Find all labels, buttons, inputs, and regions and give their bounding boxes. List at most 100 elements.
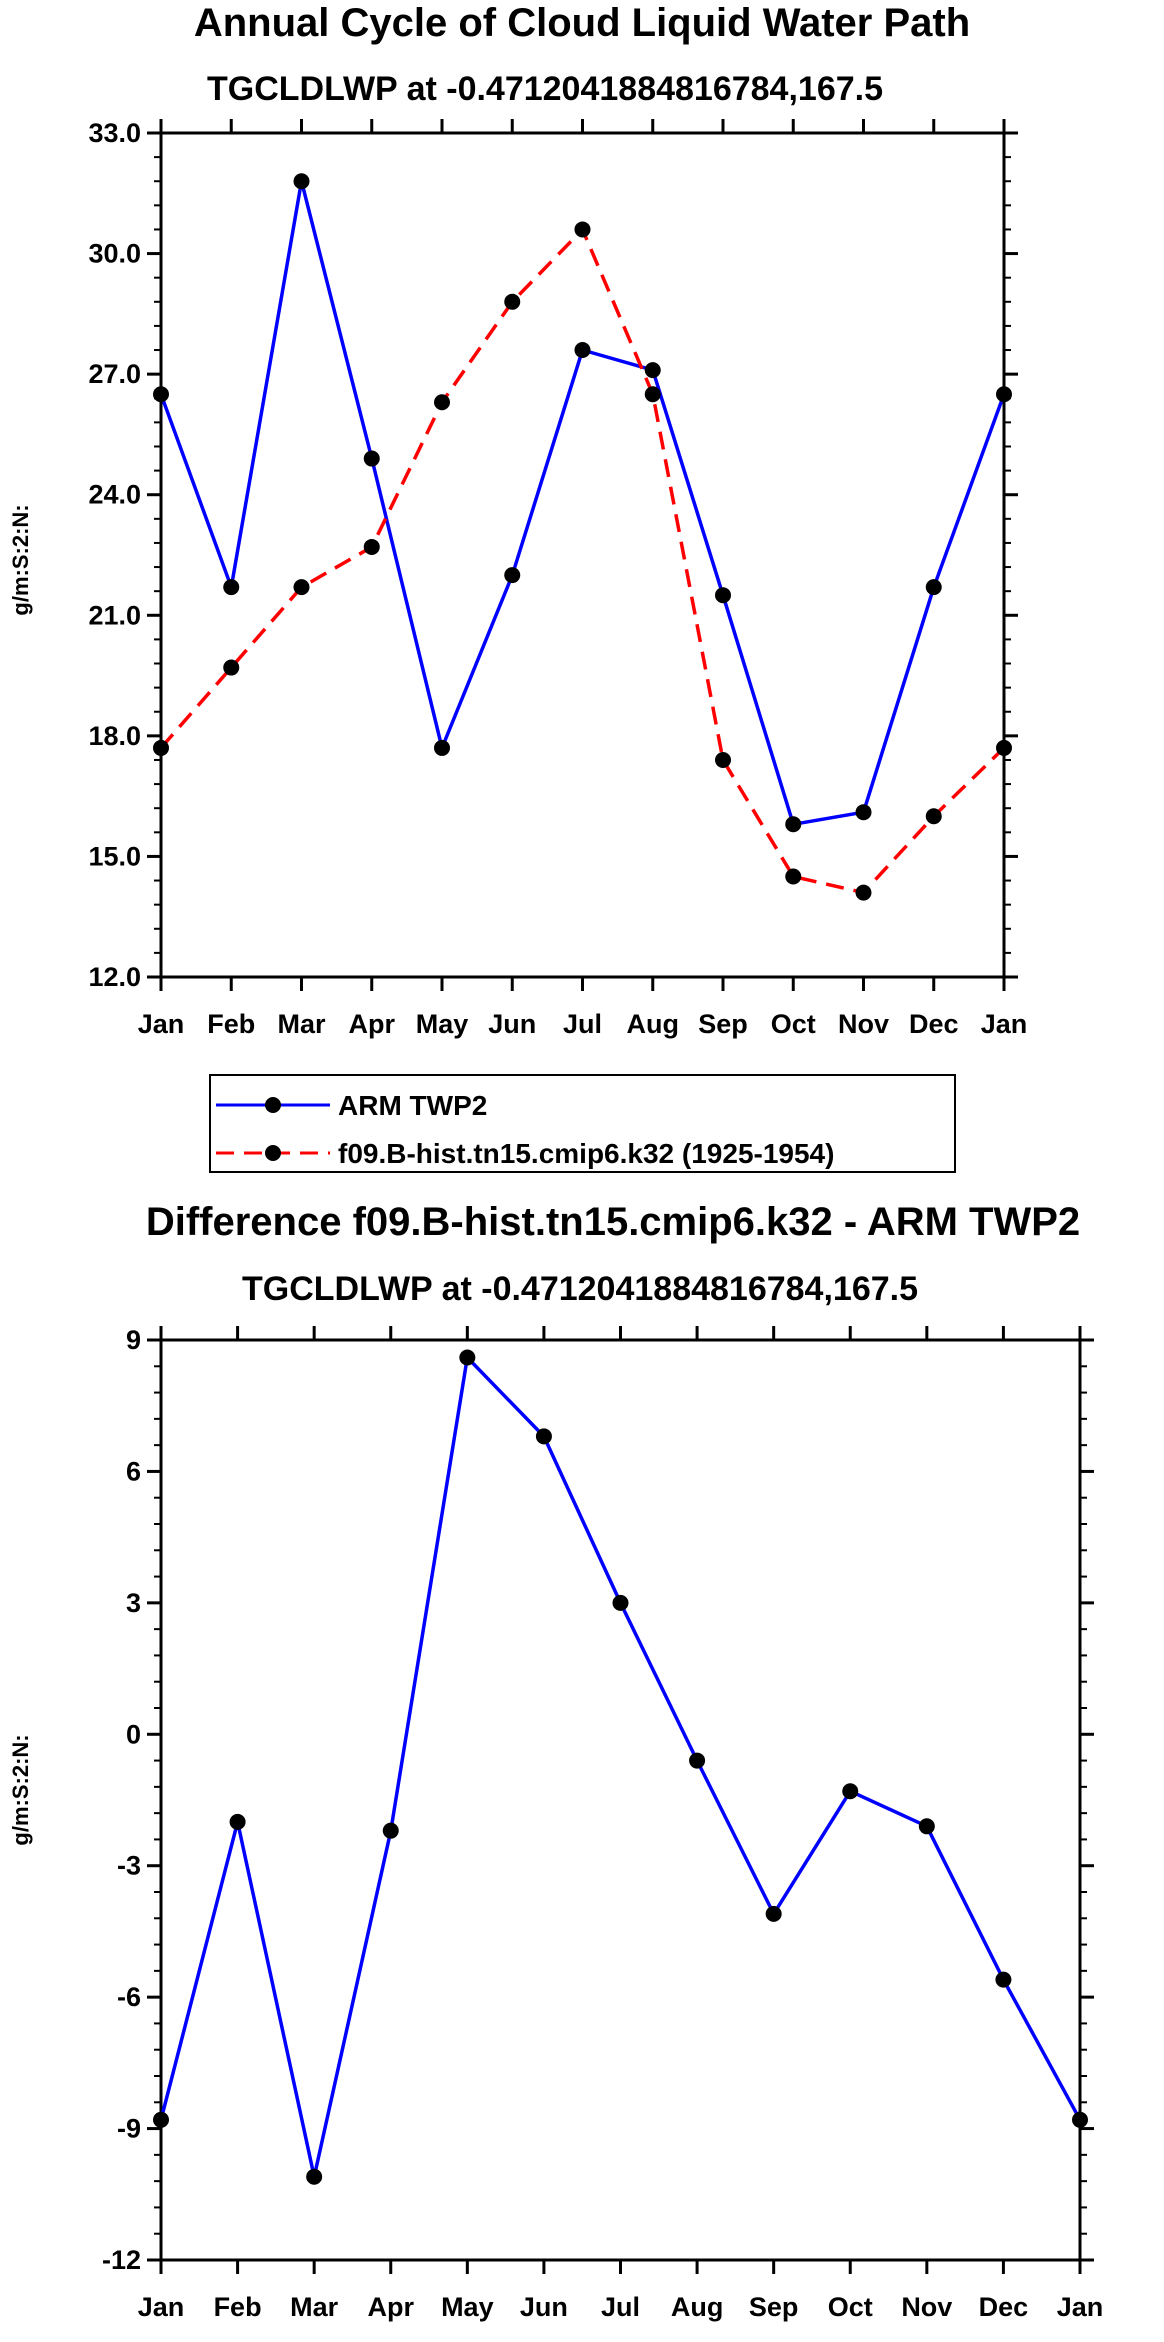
bottom-xtick-label: Feb	[214, 2292, 262, 2322]
bottom-xtick-label: May	[441, 2292, 494, 2322]
top-series-0-point	[996, 386, 1012, 403]
bottom-series-0-point	[459, 1349, 476, 1366]
top-series-1-point	[574, 221, 591, 238]
top-series-1-point	[855, 884, 872, 901]
bottom-xtick-label: Aug	[671, 2292, 723, 2322]
bottom-xtick-label: Jan	[138, 2292, 185, 2322]
top-chart-axes	[147, 119, 1018, 991]
bottom-series-0-point	[535, 1428, 552, 1445]
legend: ARM TWP2 f09.B-hist.tn15.cmip6.k32 (1925…	[209, 1074, 956, 1173]
top-series-0-point	[363, 450, 380, 467]
top-series-0-point	[855, 804, 872, 821]
bottom-series-0-point	[995, 1971, 1012, 1988]
top-series-0-point	[504, 567, 521, 584]
top-series-1-point	[996, 739, 1012, 756]
legend-marker-model	[265, 1145, 281, 1161]
top-ytick-label: 18.0	[88, 721, 141, 751]
top-series-0-point	[434, 739, 450, 756]
top-xtick-label: Apr	[349, 1009, 396, 1039]
top-xtick-label: Nov	[838, 1009, 889, 1039]
bottom-series-0-point	[612, 1594, 629, 1611]
top-series-1-point	[153, 739, 169, 756]
top-xtick-label: Jun	[488, 1009, 536, 1039]
difference-chart: Difference f09.B-hist.tn15.cmip6.k32 - A…	[8, 1200, 1103, 2322]
top-series-1-point	[785, 868, 802, 885]
top-series-1-point	[293, 579, 310, 596]
bottom-xtick-label: Jul	[601, 2292, 640, 2322]
top-xtick-label: Mar	[277, 1009, 326, 1039]
bottom-series-0-point	[1072, 2111, 1088, 2128]
bottom-chart-ylabel: g/m:S:2:N:	[8, 1734, 33, 1845]
bottom-series-0-point	[382, 1822, 399, 1839]
bottom-series-0-point	[765, 1905, 782, 1922]
top-xtick-label: Jul	[563, 1009, 602, 1039]
bottom-xtick-label: Oct	[828, 2292, 873, 2322]
bottom-ytick-label: -12	[102, 2245, 141, 2275]
bottom-series-0-point	[842, 1783, 859, 1800]
top-ytick-label: 33.0	[88, 118, 141, 148]
top-xtick-label: May	[416, 1009, 469, 1039]
top-series-1-point	[644, 386, 661, 403]
top-ytick-label: 27.0	[88, 359, 141, 389]
top-chart-tick-labels: 12.0 15.0 18.0 21.0 24.0 27.0 30.0 33.0 Jan Feb Ma…	[88, 118, 1027, 1039]
top-ytick-label: 24.0	[88, 480, 141, 510]
top-series-line-1	[159, 227, 1006, 895]
top-series-1-point	[223, 659, 240, 676]
bottom-xtick-label: Nov	[901, 2292, 952, 2322]
top-chart-title: Annual Cycle of Cloud Liquid Water Path	[194, 1, 970, 45]
top-series-0-point	[574, 342, 591, 359]
top-ytick-label: 12.0	[88, 962, 141, 992]
legend-box	[209, 1074, 956, 1173]
bottom-series-0-point	[153, 2111, 169, 2128]
top-xtick-label: Jan	[138, 1009, 185, 1039]
top-chart-series	[153, 173, 1012, 901]
top-series-1-point	[504, 293, 521, 310]
bottom-ytick-label: 9	[126, 1325, 141, 1355]
top-series-1-point	[715, 751, 731, 768]
top-chart-ylabel: g/m:S:2:N:	[8, 504, 33, 615]
bottom-ytick-label: -6	[117, 1982, 141, 2012]
bottom-chart-subtitle: TGCLDLWP at -0.4712041884816784,167.5	[242, 1270, 918, 1308]
top-xtick-label: Dec	[909, 1009, 959, 1039]
bottom-plot-frame	[159, 1338, 1082, 2262]
top-xtick-label: Jan	[981, 1009, 1028, 1039]
bottom-ytick-label: -3	[117, 1851, 141, 1881]
top-series-1-point	[925, 808, 942, 825]
top-series-0-point	[925, 579, 942, 596]
bottom-ytick-label: -9	[117, 2114, 141, 2144]
bottom-chart-title: Difference f09.B-hist.tn15.cmip6.k32 - A…	[146, 1200, 1080, 1244]
bottom-xtick-label: Sep	[749, 2292, 799, 2322]
top-series-0-point	[153, 386, 169, 403]
bottom-xtick-label: Mar	[290, 2292, 339, 2322]
bottom-series-0-point	[306, 2168, 323, 2185]
bottom-ytick-label: 0	[126, 1719, 141, 1749]
top-ytick-label: 21.0	[88, 600, 141, 630]
bottom-chart-axes	[147, 1326, 1094, 2274]
top-xtick-label: Feb	[207, 1009, 255, 1039]
bottom-chart-tick-labels: -12 -9 -6 -3 0 3 6 9 Jan Feb Mar Apr May Jun Jul Aug Sep…	[102, 1325, 1103, 2322]
top-xtick-label: Oct	[771, 1009, 816, 1039]
bottom-xtick-label: Jan	[1057, 2292, 1104, 2322]
top-series-0-point	[715, 587, 731, 604]
top-ytick-label: 30.0	[88, 239, 141, 269]
top-xtick-label: Aug	[627, 1009, 679, 1039]
top-chart-subtitle: TGCLDLWP at -0.4712041884816784,167.5	[207, 70, 883, 108]
top-series-0-point	[785, 816, 802, 833]
annual-cycle-chart: Annual Cycle of Cloud Liquid Water Path …	[8, 1, 1027, 1039]
legend-marker-arm	[265, 1097, 281, 1113]
top-ytick-label: 15.0	[88, 841, 141, 871]
bottom-chart-series	[153, 1349, 1088, 2185]
bottom-series-0-point	[229, 1813, 246, 1830]
bottom-xtick-label: Apr	[368, 2292, 415, 2322]
legend-label-model: f09.B-hist.tn15.cmip6.k32 (1925-1954)	[338, 1138, 834, 1169]
bottom-ytick-label: 6	[126, 1456, 141, 1486]
bottom-series-line-0	[159, 1355, 1082, 2179]
bottom-ytick-label: 3	[126, 1588, 141, 1618]
top-xtick-label: Sep	[698, 1009, 748, 1039]
top-series-1-point	[434, 394, 450, 411]
bottom-series-0-point	[918, 1818, 935, 1835]
top-series-1-point	[363, 538, 380, 555]
legend-label-arm: ARM TWP2	[338, 1090, 487, 1121]
top-series-0-point	[293, 173, 310, 190]
